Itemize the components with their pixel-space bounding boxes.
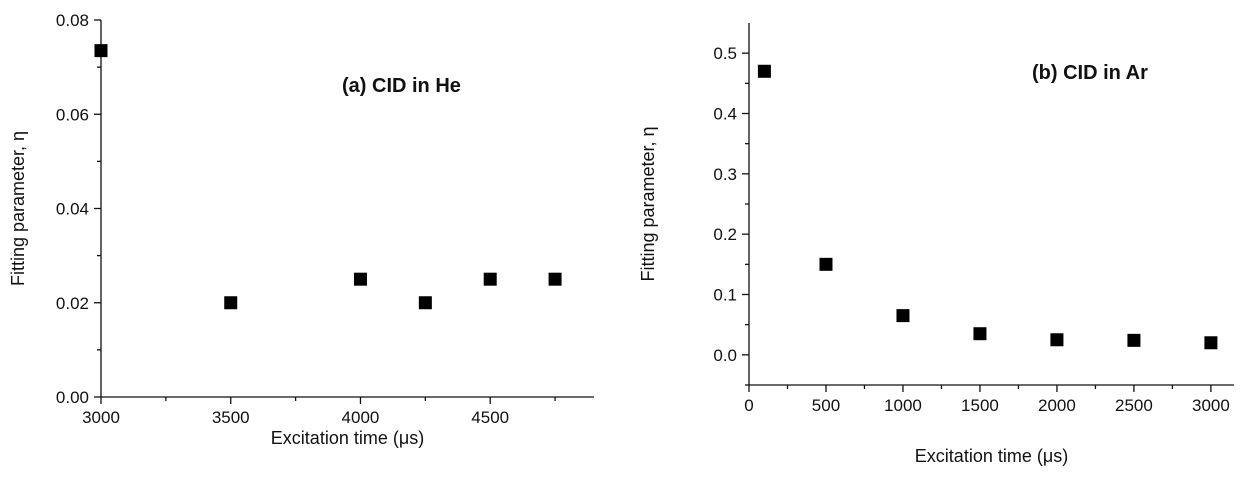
chart-title: (a) CID in He [342,75,461,97]
x-axis-label: Excitation time (μs) [271,428,424,448]
x-tick-label: 1000 [884,396,922,415]
data-point [1127,333,1141,347]
data-point [1050,333,1064,347]
y-tick-label: 0.4 [713,105,737,124]
chart-panel-a: (a) CID in He 0.00 0.02 0.04 0.06 0.08 3000 35… [8,11,594,448]
y-tick-label: 0.06 [56,105,89,124]
x-tick-label: 3000 [82,408,120,427]
y-tick-label: 0.0 [713,346,737,365]
x-axis-label: Excitation time (μs) [915,446,1068,466]
data-point [757,64,771,78]
y-tick-label: 0.08 [56,11,89,30]
y-tick-label: 0.3 [713,165,737,184]
x-tick-label: 4500 [471,408,509,427]
y-tick-label: 0.1 [713,286,737,305]
x-tick-label: 500 [812,396,840,415]
data-point [896,309,910,323]
data-point [94,44,108,58]
x-tick-label: 0 [744,396,753,415]
y-axis-label: Fitting parameter, η [638,126,658,281]
x-tick-label: 3000 [1192,396,1230,415]
data-point [224,296,238,310]
x-tick-label: 2500 [1115,396,1153,415]
data-point [819,257,833,271]
y-tick-label: 0.00 [56,388,89,407]
data-point [353,272,367,286]
x-tick-label: 3500 [212,408,250,427]
y-tick-label: 0.02 [56,294,89,313]
chart-panel-b: (b) CID in Ar 0.0 0.1 0.2 0.3 0.4 0.5 0 500 1000… [638,23,1234,466]
x-tick-label: 1500 [961,396,999,415]
x-tick-label: 2000 [1038,396,1076,415]
y-tick-label: 0.5 [713,44,737,63]
x-tick-label: 4000 [342,408,380,427]
chart-title: (b) CID in Ar [1032,62,1148,84]
data-point [973,327,987,341]
y-axis-label: Fitting parameter, η [8,131,28,286]
y-tick-label: 0.2 [713,225,737,244]
data-point [548,272,562,286]
data-point [483,272,497,286]
data-point [418,296,432,310]
y-tick-label: 0.04 [56,200,89,219]
data-point [1204,336,1218,350]
